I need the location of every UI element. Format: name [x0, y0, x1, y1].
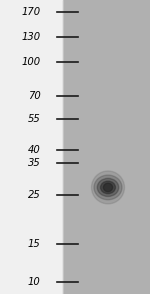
- Ellipse shape: [101, 181, 116, 194]
- Text: 100: 100: [21, 57, 40, 67]
- Bar: [0, 0, 63, 294]
- Bar: [63, 0, 150, 294]
- Ellipse shape: [97, 178, 119, 196]
- Text: 15: 15: [28, 238, 40, 248]
- Text: 130: 130: [21, 32, 40, 42]
- Text: 55: 55: [28, 114, 40, 124]
- Ellipse shape: [92, 171, 124, 204]
- Text: 40: 40: [28, 145, 40, 155]
- Ellipse shape: [103, 183, 113, 192]
- Text: 70: 70: [28, 91, 40, 101]
- Text: 35: 35: [28, 158, 40, 168]
- Text: 170: 170: [21, 7, 40, 17]
- Text: 10: 10: [28, 277, 40, 287]
- Text: 25: 25: [28, 190, 40, 200]
- Ellipse shape: [94, 175, 122, 200]
